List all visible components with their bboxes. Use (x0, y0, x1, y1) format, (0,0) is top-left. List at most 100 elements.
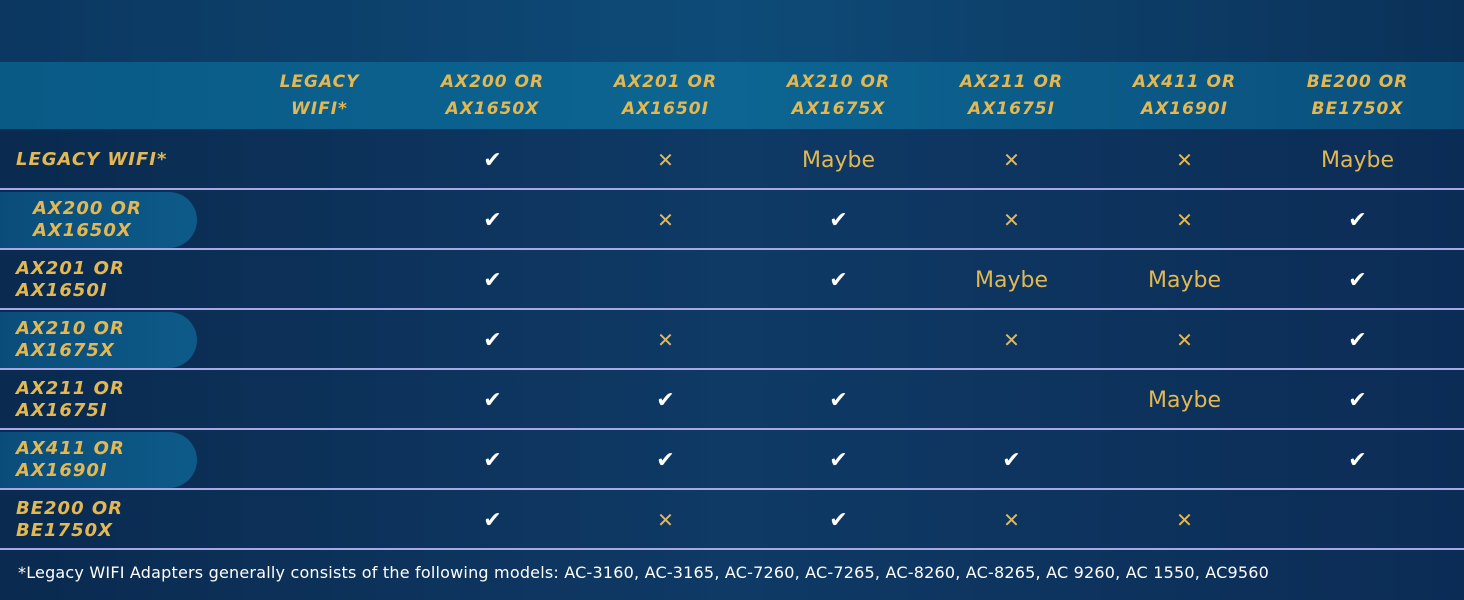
row-label: BE200 OR BE1750X (16, 498, 124, 541)
cell-incompatible: ✕ (1098, 130, 1271, 190)
check-icon: ✔ (483, 387, 502, 413)
cell-compatible: ✔ (752, 430, 925, 490)
cross-icon: ✕ (1003, 208, 1020, 232)
row-label-tab (0, 312, 197, 368)
cell-compatible: ✔ (406, 130, 579, 190)
cross-icon: ✕ (657, 508, 674, 532)
cell-compatible: ✔ (752, 490, 925, 550)
cell-empty (752, 310, 925, 370)
cell-incompatible: ✕ (925, 190, 1098, 250)
row-label: AX200 OR AX1650X (33, 198, 142, 241)
cell-compatible: ✔ (406, 370, 579, 430)
check-icon: ✔ (1348, 267, 1367, 293)
cell-compatible: ✔ (579, 430, 752, 490)
check-icon: ✔ (829, 447, 848, 473)
table-row: AX200 OR AX1650X ✔ ✕ ✔ ✕ ✕ ✔ (0, 190, 1464, 250)
cross-icon: ✕ (1003, 508, 1020, 532)
row-label: LEGACY WIFI* (16, 149, 168, 170)
cell-empty (233, 430, 406, 490)
cell-incompatible: ✕ (925, 130, 1098, 190)
cross-icon: ✕ (1003, 328, 1020, 352)
check-icon: ✔ (829, 387, 848, 413)
cell-incompatible: ✕ (579, 190, 752, 250)
column-header: BE200 OR BE1750X (1306, 71, 1409, 119)
cell-incompatible: ✕ (1098, 490, 1271, 550)
column-header: AX201 OR AX1650I (613, 71, 718, 119)
row-label-tab (0, 192, 197, 248)
cross-icon: ✕ (1176, 508, 1193, 532)
cell-empty (233, 250, 406, 310)
cell-maybe: Maybe (1321, 147, 1394, 173)
check-icon: ✔ (656, 447, 675, 473)
cell-compatible: ✔ (406, 430, 579, 490)
column-header: AX211 OR AX1675I (959, 71, 1064, 119)
cell-maybe: Maybe (1148, 387, 1221, 413)
cell-compatible: ✔ (406, 190, 579, 250)
row-label: AX201 OR AX1650I (16, 258, 125, 301)
cell-incompatible: ✕ (925, 310, 1098, 370)
cell-incompatible: ✕ (579, 130, 752, 190)
table-row: AX411 OR AX1690I ✔ ✔ ✔ ✔ ✔ (0, 430, 1464, 490)
cell-compatible: ✔ (1271, 430, 1444, 490)
cell-incompatible: ✕ (1098, 310, 1271, 370)
cell-empty (233, 310, 406, 370)
cell-incompatible: ✕ (579, 490, 752, 550)
check-icon: ✔ (1348, 387, 1367, 413)
check-icon: ✔ (829, 267, 848, 293)
table-row: LEGACY WIFI* ✔ ✕ Maybe ✕ ✕ Maybe (0, 130, 1464, 190)
cell-empty (925, 370, 1098, 430)
cell-empty (579, 250, 752, 310)
check-icon: ✔ (483, 327, 502, 353)
check-icon: ✔ (656, 387, 675, 413)
cell-compatible: ✔ (1271, 190, 1444, 250)
column-header: AX210 OR AX1675X (786, 71, 891, 119)
check-icon: ✔ (483, 267, 502, 293)
cross-icon: ✕ (1176, 148, 1193, 172)
cross-icon: ✕ (657, 208, 674, 232)
cell-compatible: ✔ (579, 370, 752, 430)
cross-icon: ✕ (1003, 148, 1020, 172)
cross-icon: ✕ (1176, 208, 1193, 232)
check-icon: ✔ (1002, 447, 1021, 473)
cell-compatible: ✔ (752, 370, 925, 430)
cell-empty (233, 190, 406, 250)
check-icon: ✔ (829, 507, 848, 533)
cell-empty (233, 370, 406, 430)
table-row: BE200 OR BE1750X ✔ ✕ ✔ ✕ ✕ (0, 490, 1464, 550)
cell-compatible: ✔ (1271, 310, 1444, 370)
check-icon: ✔ (483, 207, 502, 233)
cell-maybe: Maybe (802, 147, 875, 173)
check-icon: ✔ (1348, 207, 1367, 233)
cell-compatible: ✔ (406, 250, 579, 310)
cell-compatible: ✔ (406, 310, 579, 370)
table-row: AX211 OR AX1675I ✔ ✔ ✔ Maybe ✔ (0, 370, 1464, 430)
table-header: LEGACY WIFI* AX200 OR AX1650X AX201 OR AX1650… (0, 62, 1464, 129)
cell-compatible: ✔ (1271, 370, 1444, 430)
cross-icon: ✕ (657, 328, 674, 352)
check-icon: ✔ (483, 447, 502, 473)
cell-compatible: ✔ (1271, 250, 1444, 310)
cell-compatible: ✔ (925, 430, 1098, 490)
cell-empty (233, 490, 406, 550)
row-label: AX411 OR AX1690I (16, 438, 125, 481)
column-header: LEGACY WIFI* (279, 71, 360, 119)
row-label: AX211 OR AX1675I (16, 378, 125, 421)
cell-compatible: ✔ (752, 190, 925, 250)
table-row: AX210 OR AX1675X ✔ ✕ ✕ ✕ ✔ (0, 310, 1464, 370)
column-header: AX200 OR AX1650X (440, 71, 545, 119)
cell-maybe: Maybe (1148, 267, 1221, 293)
cell-compatible: ✔ (752, 250, 925, 310)
top-band (0, 0, 1464, 62)
check-icon: ✔ (483, 507, 502, 533)
footnote: *Legacy WIFI Adapters generally consists… (18, 563, 1270, 582)
cross-icon: ✕ (1176, 328, 1193, 352)
column-header: AX411 OR AX1690I (1132, 71, 1237, 119)
cell-incompatible: ✕ (579, 310, 752, 370)
check-icon: ✔ (1348, 447, 1367, 473)
table-row: AX201 OR AX1650I ✔ ✔ Maybe Maybe ✔ (0, 250, 1464, 310)
cell-incompatible: ✕ (1098, 190, 1271, 250)
cell-maybe: Maybe (975, 267, 1048, 293)
cell-incompatible: ✕ (925, 490, 1098, 550)
row-label-tab (0, 432, 197, 488)
check-icon: ✔ (483, 147, 502, 173)
